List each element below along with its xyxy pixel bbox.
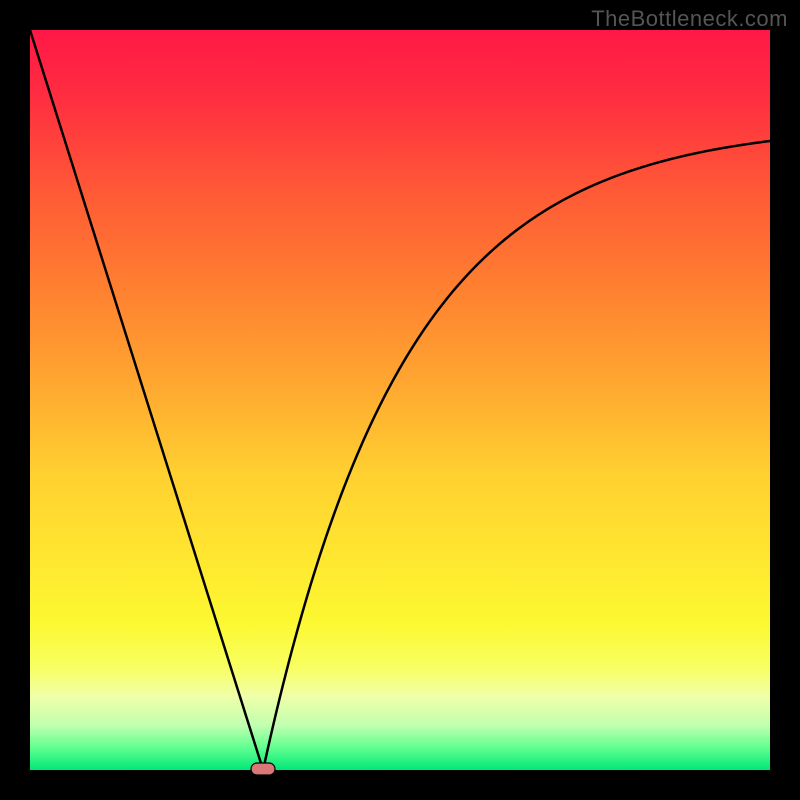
plot-area	[30, 30, 770, 770]
watermark-text: TheBottleneck.com	[591, 6, 788, 32]
optimal-marker	[248, 760, 278, 778]
bottleneck-curve	[30, 30, 770, 770]
